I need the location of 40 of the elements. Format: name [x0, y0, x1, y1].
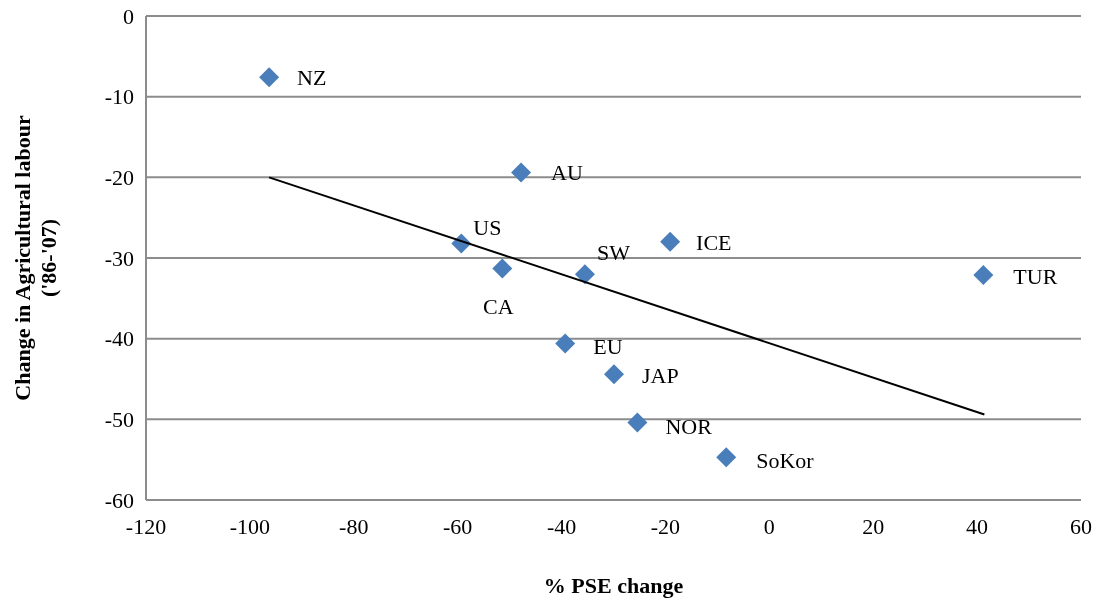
- point: [511, 162, 532, 183]
- x-tick-label: 60: [1070, 514, 1092, 539]
- y-tick-label: -30: [104, 245, 134, 271]
- point: [259, 67, 280, 88]
- point: [660, 231, 681, 252]
- annotation: NZ: [297, 65, 327, 91]
- point: [973, 264, 994, 285]
- y-axis-title: Change in Agricultural labour ('86-'07): [10, 115, 61, 401]
- y-tick-label: -40: [104, 326, 134, 352]
- annotation: SW: [596, 240, 631, 266]
- y-tick-label: 0: [123, 3, 134, 29]
- x-tick-label: 40: [966, 514, 989, 539]
- x-tick-label: -60: [443, 514, 473, 539]
- x-tick-label: -80: [339, 514, 369, 539]
- point: [555, 333, 576, 354]
- x-tick-label: 20: [862, 514, 885, 539]
- annotation: CA: [483, 294, 514, 320]
- annotation: JAP: [642, 363, 679, 389]
- point: [604, 364, 625, 385]
- annotation: NOR: [665, 413, 713, 439]
- annotation: ICE: [696, 229, 732, 255]
- annotation: AU: [551, 160, 583, 186]
- x-axis-title: % PSE change: [543, 573, 684, 598]
- annotation: SoKor: [756, 448, 815, 474]
- point: [627, 412, 648, 433]
- x-tick-label: -40: [546, 514, 577, 539]
- annotation: US: [473, 215, 502, 241]
- point: [716, 447, 737, 468]
- annotation: EU: [593, 333, 623, 359]
- y-tick-label: -20: [104, 165, 134, 191]
- annotation: TUR: [1013, 263, 1058, 289]
- x-tick-label: -120: [125, 514, 167, 539]
- y-tick-label: -10: [104, 84, 134, 110]
- x-tick-label: -100: [229, 514, 271, 539]
- y-tick-label: -60: [104, 487, 134, 513]
- x-tick-label: -20: [650, 514, 681, 539]
- x-tick-label: 0: [763, 514, 775, 539]
- point: [492, 258, 513, 279]
- point: [574, 264, 595, 285]
- y-tick-label: -50: [104, 407, 134, 433]
